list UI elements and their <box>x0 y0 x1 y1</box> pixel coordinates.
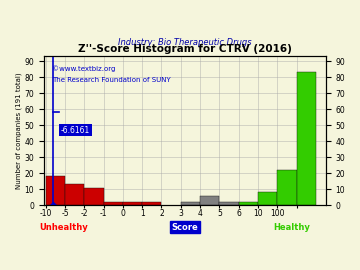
Bar <box>239 202 258 205</box>
Bar <box>84 188 104 205</box>
Text: Score: Score <box>171 223 198 232</box>
Bar <box>46 176 65 205</box>
Bar <box>297 72 316 205</box>
Title: Z''-Score Histogram for CTRV (2016): Z''-Score Histogram for CTRV (2016) <box>78 44 292 54</box>
Bar <box>104 202 123 205</box>
Bar <box>142 202 162 205</box>
Bar <box>200 195 219 205</box>
Bar <box>65 184 84 205</box>
Bar <box>219 202 239 205</box>
Bar <box>277 170 297 205</box>
Bar <box>258 193 277 205</box>
Bar <box>181 202 200 205</box>
Text: The Research Foundation of SUNY: The Research Foundation of SUNY <box>52 77 171 83</box>
Text: Industry: Bio Therapeutic Drugs: Industry: Bio Therapeutic Drugs <box>118 38 251 47</box>
Bar <box>123 202 142 205</box>
Text: ©www.textbiz.org: ©www.textbiz.org <box>52 65 116 72</box>
Text: Healthy: Healthy <box>273 223 310 232</box>
Text: -6.6161: -6.6161 <box>61 126 90 134</box>
Text: Unhealthy: Unhealthy <box>39 223 88 232</box>
Y-axis label: Number of companies (191 total): Number of companies (191 total) <box>15 72 22 189</box>
